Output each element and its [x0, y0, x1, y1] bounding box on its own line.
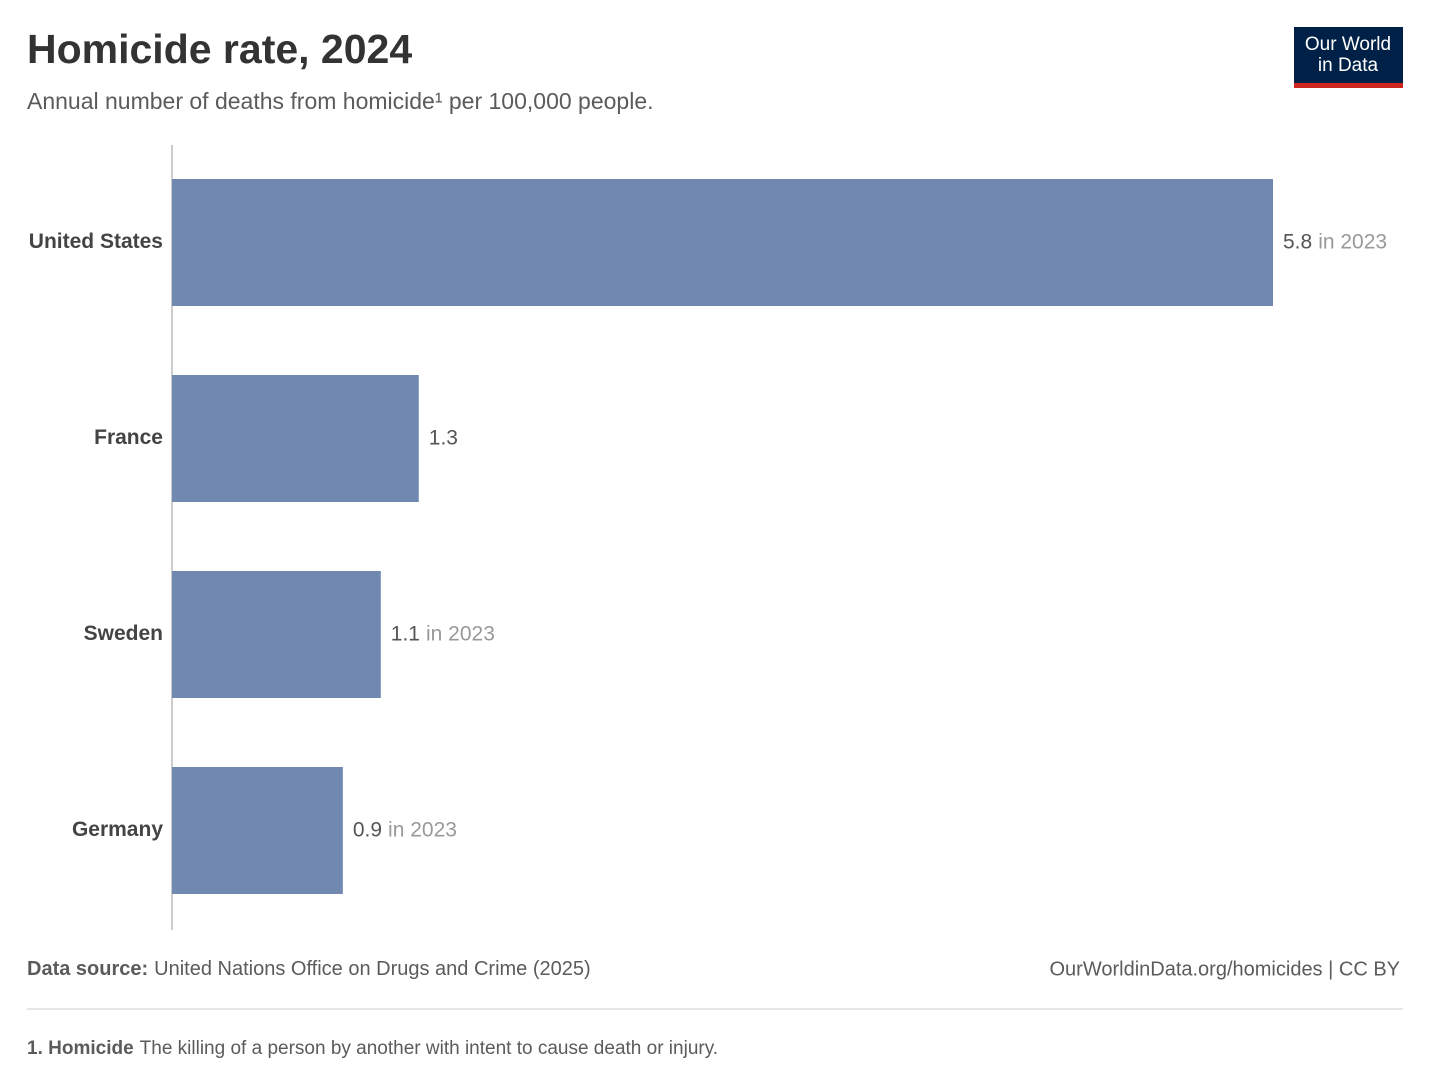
chart-subtitle: Annual number of deaths from homicide¹ p… [27, 88, 654, 114]
footnote: 1. Homicide The killing of a person by an… [27, 1038, 718, 1059]
value-note: in 2023 [388, 818, 457, 841]
value-label-group: 1.1 in 2023 [391, 622, 495, 645]
logo-stripe [1294, 83, 1403, 88]
footnote-text: The killing of a person by another with … [140, 1038, 718, 1059]
bar [172, 375, 419, 502]
logo-text: Our World [1305, 34, 1391, 55]
value-label: 0.9 [353, 818, 382, 841]
category-label: Sweden [84, 622, 163, 645]
logo-text: in Data [1318, 55, 1379, 76]
value-label-group: 0.9 in 2023 [353, 818, 457, 841]
footnote-term: 1. Homicide [27, 1038, 134, 1059]
value-note: in 2023 [426, 622, 495, 645]
value-note: in 2023 [1318, 230, 1387, 253]
source-label: Data source: [27, 958, 148, 980]
category-label: Germany [72, 818, 163, 841]
category-label: France [94, 426, 163, 449]
bar [172, 571, 381, 698]
category-label: United States [29, 230, 163, 253]
value-label-group: 1.3 [429, 426, 458, 449]
chart-title: Homicide rate, 2024 [27, 26, 412, 72]
logo-box [1294, 27, 1403, 84]
source-text: United Nations Office on Drugs and Crime… [154, 958, 591, 980]
value-label: 1.3 [429, 426, 458, 449]
value-label: 5.8 [1283, 230, 1312, 253]
url: OurWorldinData.org/homicides | CC BY [1049, 958, 1400, 980]
value-label-group: 5.8 in 2023 [1283, 230, 1387, 253]
source: Data source: United Nations Office on Dru… [27, 958, 591, 980]
value-label: 1.1 [391, 622, 420, 645]
bar [172, 179, 1273, 306]
bar [172, 767, 343, 894]
